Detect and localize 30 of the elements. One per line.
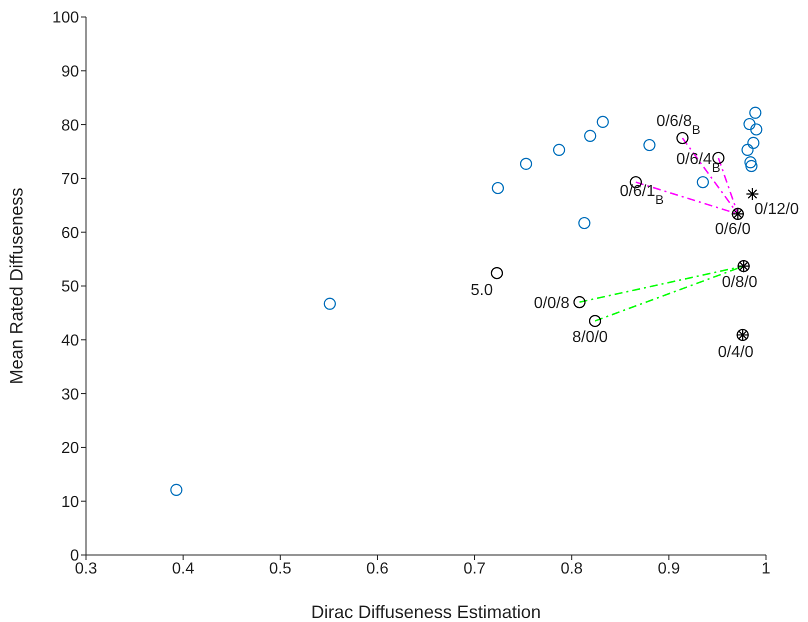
annotation: 0/6/4$_{B}$ (676, 150, 720, 174)
y-axis-title: Mean Rated Diffuseness (6, 188, 26, 384)
y-tick-label: 50 (61, 278, 80, 296)
x-axis-title: Dirac Diffuseness Estimation (311, 602, 541, 622)
x-tick-label: 0.3 (74, 560, 98, 578)
x-tick-label: 0.7 (463, 560, 486, 578)
y-tick-label: 100 (52, 10, 80, 27)
annotation: 5.0 (470, 282, 494, 300)
y-tick-label: 40 (61, 332, 80, 350)
y-tick-label: 20 (61, 440, 80, 458)
y-tick-label: 90 (61, 63, 80, 80)
annotation: 0/0/8 (534, 295, 570, 312)
annotation: 0/4/0 (718, 344, 754, 361)
x-tick-label: 0.4 (172, 560, 194, 578)
annotation: 0/6/0 (715, 220, 751, 238)
x-tick-label: 0.5 (269, 560, 292, 578)
annotation: 8/0/0 (572, 328, 608, 346)
x-tick-label: 0.8 (560, 560, 583, 578)
annotation: 0/8/0 (722, 274, 758, 292)
y-tick-label: 80 (61, 117, 80, 134)
y-tick-label: 10 (61, 494, 80, 511)
annotation: 0/6/1$_{B}$ (620, 183, 664, 207)
annotation: 0/12/0 (754, 201, 799, 218)
y-tick-label: 70 (61, 171, 80, 188)
x-tick-label: 0.6 (366, 560, 389, 578)
annotation: 0/6/8$_{B}$ (656, 113, 700, 137)
y-tick-label: 60 (61, 224, 80, 242)
y-tick-label: 30 (61, 386, 80, 404)
x-tick-label: 1 (762, 560, 771, 578)
x-tick-label: 0.9 (658, 560, 680, 578)
